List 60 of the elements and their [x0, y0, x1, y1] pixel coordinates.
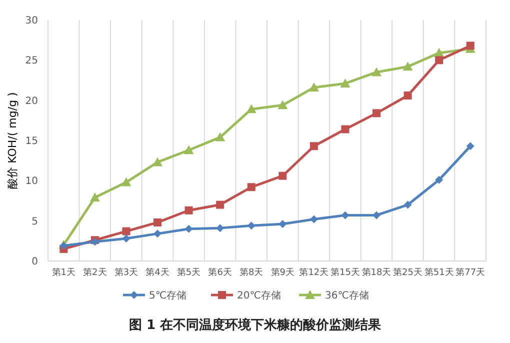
point: [278, 220, 287, 228]
x-tick-label: 第77天: [456, 267, 486, 278]
y-tick-label: 25: [25, 56, 38, 67]
x-tick-label: 第12天: [299, 267, 329, 278]
point: [122, 234, 130, 243]
point: [308, 82, 319, 92]
point: [402, 62, 413, 71]
point: [246, 104, 256, 114]
legend-label: 20℃存储: [237, 290, 281, 302]
y-tick-label: 10: [25, 176, 38, 188]
point: [247, 183, 256, 192]
point: [278, 172, 287, 180]
point: [466, 42, 474, 50]
point: [216, 224, 224, 232]
point: [466, 142, 474, 150]
y-tick-label: 20: [25, 96, 38, 107]
x-tick-label: 第4天: [146, 267, 170, 278]
y-tick-label: 5: [32, 216, 38, 228]
y-tick-label: 30: [25, 16, 38, 26]
point: [90, 192, 100, 202]
y-axis-title: 酸价 KOH/( mg/g ): [6, 92, 19, 189]
x-tick-label: 第5天: [176, 267, 201, 278]
point: [435, 176, 444, 184]
x-tick-label: 第51天: [424, 267, 454, 278]
point: [372, 67, 382, 76]
y-tick-label: 15: [25, 136, 38, 147]
point: [404, 200, 412, 209]
point: [154, 218, 162, 226]
point: [435, 56, 444, 64]
point: [121, 177, 132, 186]
x-tick-label: 第1天: [52, 267, 76, 278]
x-tick-label: 第9天: [270, 267, 295, 278]
point: [184, 145, 194, 154]
point: [216, 200, 224, 209]
point: [341, 125, 350, 134]
point: [215, 132, 226, 142]
x-tick-label: 第18天: [362, 267, 392, 278]
x-tick-label: 第2天: [83, 267, 107, 278]
point: [372, 109, 380, 118]
x-tick-label: 第25天: [393, 267, 423, 278]
point: [184, 224, 193, 233]
x-tick-label: 第3天: [114, 267, 138, 278]
point: [152, 157, 162, 166]
point: [404, 92, 412, 100]
point: [278, 100, 288, 110]
point: [184, 206, 193, 214]
x-tick-label: 第15天: [330, 267, 360, 278]
legend-label: 5℃存储: [149, 290, 187, 302]
point: [154, 230, 162, 238]
text: 图 1 在不同温度环境下米糠的酸价监测结果: [128, 317, 382, 333]
y-tick-label: 0: [32, 256, 38, 268]
point: [247, 222, 256, 230]
x-tick-label: 第8天: [239, 267, 264, 278]
legend-label: 36℃存储: [325, 290, 369, 302]
point: [122, 227, 130, 236]
point: [310, 142, 318, 150]
point: [310, 215, 318, 224]
x-tick-label: 第6天: [208, 267, 232, 278]
point: [340, 78, 350, 88]
point: [372, 211, 380, 220]
